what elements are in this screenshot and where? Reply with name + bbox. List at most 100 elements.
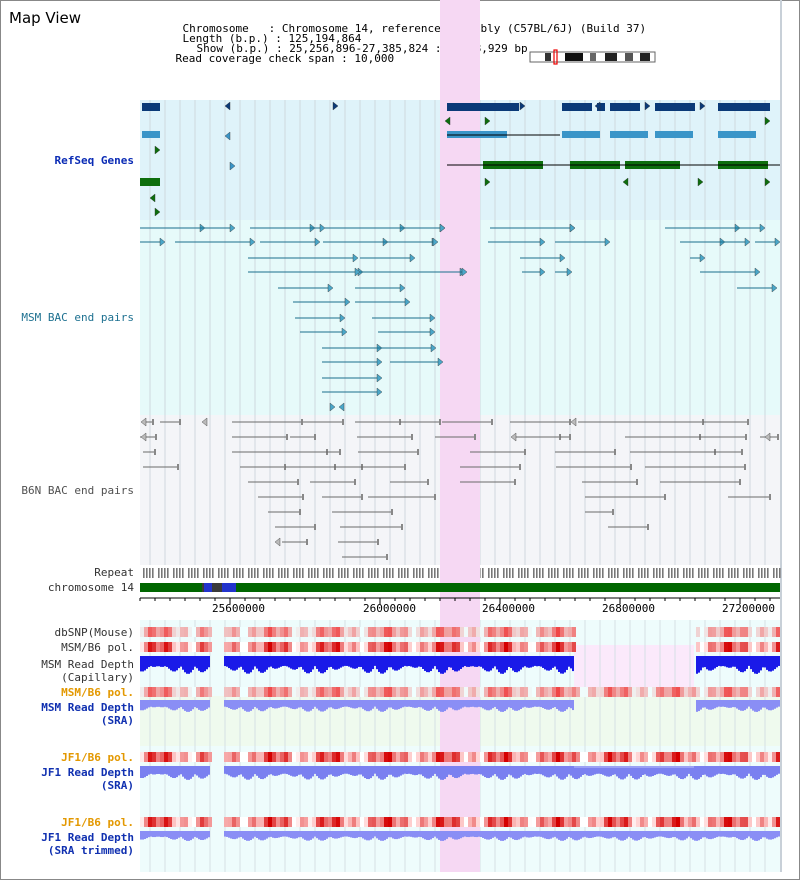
polymorphism-cell: [344, 642, 348, 652]
read-depth-bar: [744, 700, 746, 711]
read-depth-bar: [734, 656, 736, 667]
read-depth-bar: [622, 766, 624, 780]
read-depth-bar: [422, 656, 424, 670]
b6n-bac-end: [474, 434, 476, 440]
read-depth-bar: [332, 656, 334, 669]
read-depth-bar: [206, 656, 208, 670]
read-depth-bar: [464, 656, 466, 667]
read-depth-bar: [720, 831, 722, 837]
scroll-edge: [780, 0, 782, 872]
polymorphism-cell: [428, 627, 432, 637]
polymorphism-cell: [448, 817, 452, 827]
read-depth-bar: [274, 700, 276, 709]
read-depth-bar: [382, 766, 384, 780]
repeat-mark: [533, 568, 535, 578]
msm-bac-end: [354, 267, 361, 277]
polymorphism-cell: [204, 817, 208, 827]
ideogram-band: [545, 53, 551, 61]
polymorphism-cell: [260, 687, 264, 697]
polymorphism-cell: [696, 752, 700, 762]
polymorphism-cell: [664, 687, 668, 697]
polymorphism-cell: [336, 687, 340, 697]
read-depth-bar: [756, 766, 758, 780]
polymorphism-cell: [500, 752, 504, 762]
read-depth-bar: [372, 656, 374, 670]
read-depth-bar: [370, 766, 372, 779]
read-depth-bar: [625, 766, 628, 768]
read-depth-bar: [412, 656, 414, 668]
polymorphism-cell: [496, 752, 500, 762]
read-depth-bar: [762, 831, 764, 838]
read-depth-bar: [724, 831, 726, 837]
polymorphism-cell: [384, 752, 388, 762]
read-depth-bar: [256, 656, 258, 669]
read-depth-bar: [342, 766, 344, 775]
read-depth-bar: [574, 766, 576, 779]
read-depth-bar: [388, 831, 390, 838]
read-depth-bar: [268, 766, 270, 775]
polymorphism-cell: [524, 687, 528, 697]
msm-bac-end: [376, 357, 383, 367]
b6n-bac-end: [434, 494, 436, 500]
read-depth-bar: [458, 700, 460, 710]
polymorphism-cell: [272, 752, 276, 762]
polymorphism-cell: [188, 642, 192, 652]
msm-bac-end: [344, 297, 351, 307]
polymorphism-cell: [264, 752, 268, 762]
polymorphism-cell: [556, 627, 560, 637]
polymorphism-cell: [344, 817, 348, 827]
read-depth-bar: [288, 656, 290, 668]
polymorphism-cell: [208, 642, 212, 652]
polymorphism-cell: [732, 627, 736, 637]
read-depth-bar: [628, 831, 630, 837]
read-depth-bar: [252, 766, 254, 777]
read-depth-bar: [454, 831, 456, 840]
polymorphism-cell: [252, 752, 256, 762]
polymorphism-cell: [548, 817, 552, 827]
polymorphism-cell: [548, 642, 552, 652]
read-depth-bar: [300, 766, 302, 775]
polymorphism-cell: [420, 817, 424, 827]
polymorphism-cell: [376, 817, 380, 827]
read-depth-bar: [458, 831, 460, 840]
read-depth-bar: [228, 656, 230, 669]
read-depth-bar: [518, 700, 520, 711]
read-depth-bar: [350, 700, 352, 708]
read-depth-bar: [310, 831, 312, 840]
msm-bac-end: [314, 237, 321, 247]
polymorphism-cell: [440, 627, 444, 637]
read-depth-bar: [546, 766, 548, 778]
read-depth-bar: [240, 656, 242, 667]
polymorphism-cell: [544, 687, 548, 697]
polymorphism-cell: [584, 687, 588, 697]
read-depth-bar: [272, 700, 274, 709]
polymorphism-cell: [540, 687, 544, 697]
read-depth-bar: [242, 766, 244, 777]
repeat-mark: [263, 568, 265, 578]
read-depth-bar: [306, 656, 308, 674]
read-depth-bar: [384, 766, 386, 779]
polymorphism-cell: [440, 817, 444, 827]
read-depth-bar: [186, 656, 188, 674]
polymorphism-cell: [488, 642, 492, 652]
read-depth-bar: [164, 831, 166, 837]
repeat-mark: [629, 568, 631, 578]
read-depth-bar: [374, 656, 376, 666]
read-depth-bar: [482, 656, 484, 669]
page-title: Map View: [9, 9, 82, 27]
read-depth-bar: [722, 656, 724, 667]
polymorphism-cell: [160, 642, 164, 652]
polymorphism-cell: [576, 752, 580, 762]
read-depth-bar: [536, 831, 538, 837]
polymorphism-cell: [232, 752, 236, 762]
read-depth-bar: [164, 656, 166, 667]
polymorphism-cell: [460, 687, 464, 697]
polymorphism-cell: [548, 627, 552, 637]
read-depth-bar: [196, 831, 198, 838]
repeat-mark: [767, 568, 769, 578]
polymorphism-cell: [260, 817, 264, 827]
polymorphism-cell: [628, 817, 632, 827]
repeat-mark: [491, 568, 493, 578]
repeat-mark: [317, 568, 319, 578]
